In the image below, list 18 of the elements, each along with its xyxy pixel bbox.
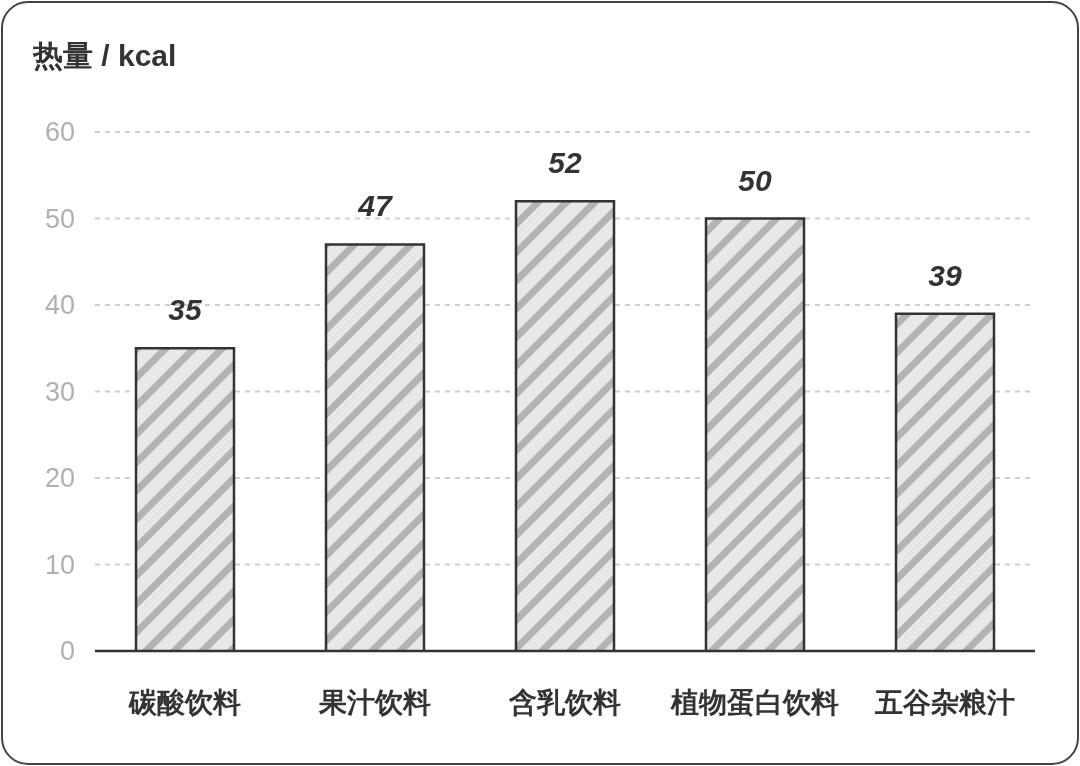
y-axis-title: 热量 / kcal <box>32 39 177 72</box>
data-label: 47 <box>357 189 393 223</box>
x-tick-label: 五谷杂粮汁 <box>874 687 1015 718</box>
y-tick-label: 30 <box>44 376 75 407</box>
y-tick-label: 20 <box>44 463 75 493</box>
y-tick-label: 40 <box>44 290 75 320</box>
data-label: 39 <box>928 258 962 292</box>
data-label: 50 <box>738 163 772 197</box>
y-tick-label: 0 <box>59 636 75 666</box>
y-tick-label: 60 <box>44 117 75 147</box>
x-tick-label: 植物蛋白饮料 <box>670 687 839 718</box>
y-tick-label: 50 <box>44 203 75 234</box>
data-label: 52 <box>548 146 582 180</box>
data-label: 35 <box>168 293 203 327</box>
y-tick-label: 10 <box>44 549 75 580</box>
x-tick-label: 含乳饮料 <box>508 687 621 718</box>
x-tick-label: 果汁饮料 <box>318 687 431 718</box>
x-tick-label: 碳酸饮料 <box>128 687 241 718</box>
